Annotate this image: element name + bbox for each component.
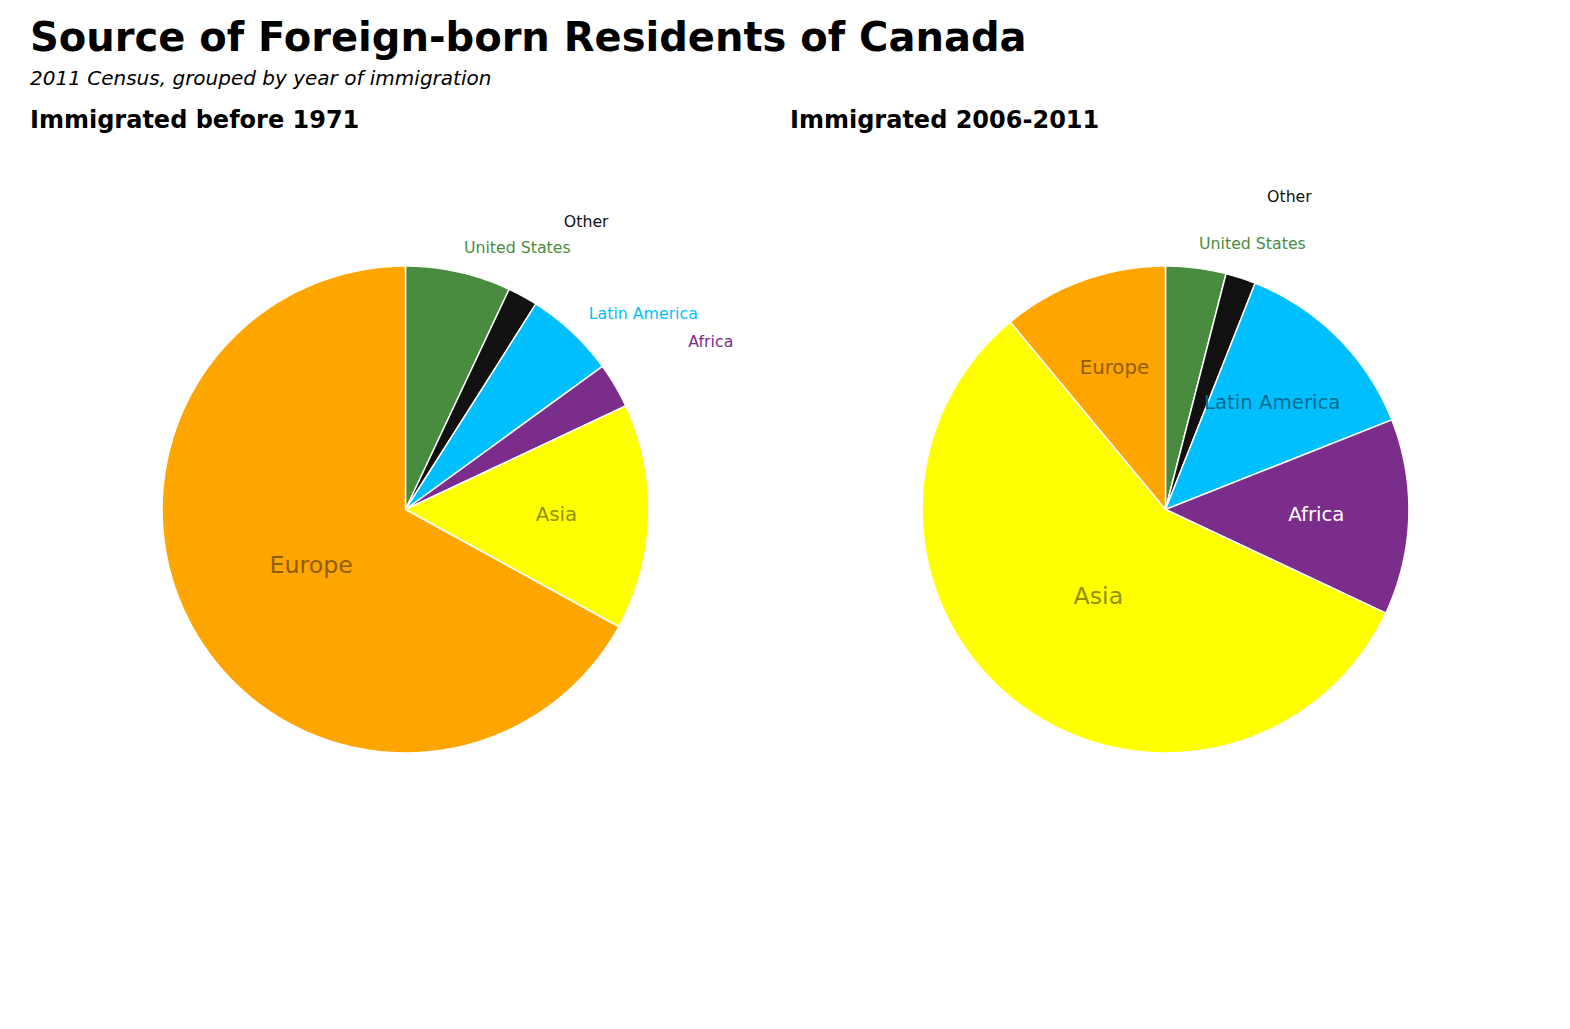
html-text:Source of Foreign-born Residen: Source of Foreign-born Residents of Cana… xyxy=(30,14,1027,60)
svg-text:Africa: Africa xyxy=(1288,503,1344,526)
svg-text:United States: United States xyxy=(464,238,571,257)
html-text:Immigrated before 1971: Immigrated before 1971 xyxy=(30,106,360,134)
svg-text:Latin America: Latin America xyxy=(589,304,698,323)
svg-text:Other: Other xyxy=(1267,187,1312,206)
svg-text:Asia: Asia xyxy=(1074,582,1124,610)
svg-text:Africa: Africa xyxy=(688,332,733,351)
svg-text:Europe: Europe xyxy=(270,551,353,579)
svg-text:United States: United States xyxy=(1199,234,1306,253)
svg-text:Asia: Asia xyxy=(536,503,577,526)
svg-text:Europe: Europe xyxy=(1080,356,1149,379)
svg-text:Other: Other xyxy=(564,212,609,231)
html-text:2011 Census, grouped by year o: 2011 Census, grouped by year of immigrat… xyxy=(30,66,492,90)
html-text:Immigrated 2006-2011: Immigrated 2006-2011 xyxy=(790,106,1100,134)
svg-text:Latin America: Latin America xyxy=(1204,391,1340,414)
